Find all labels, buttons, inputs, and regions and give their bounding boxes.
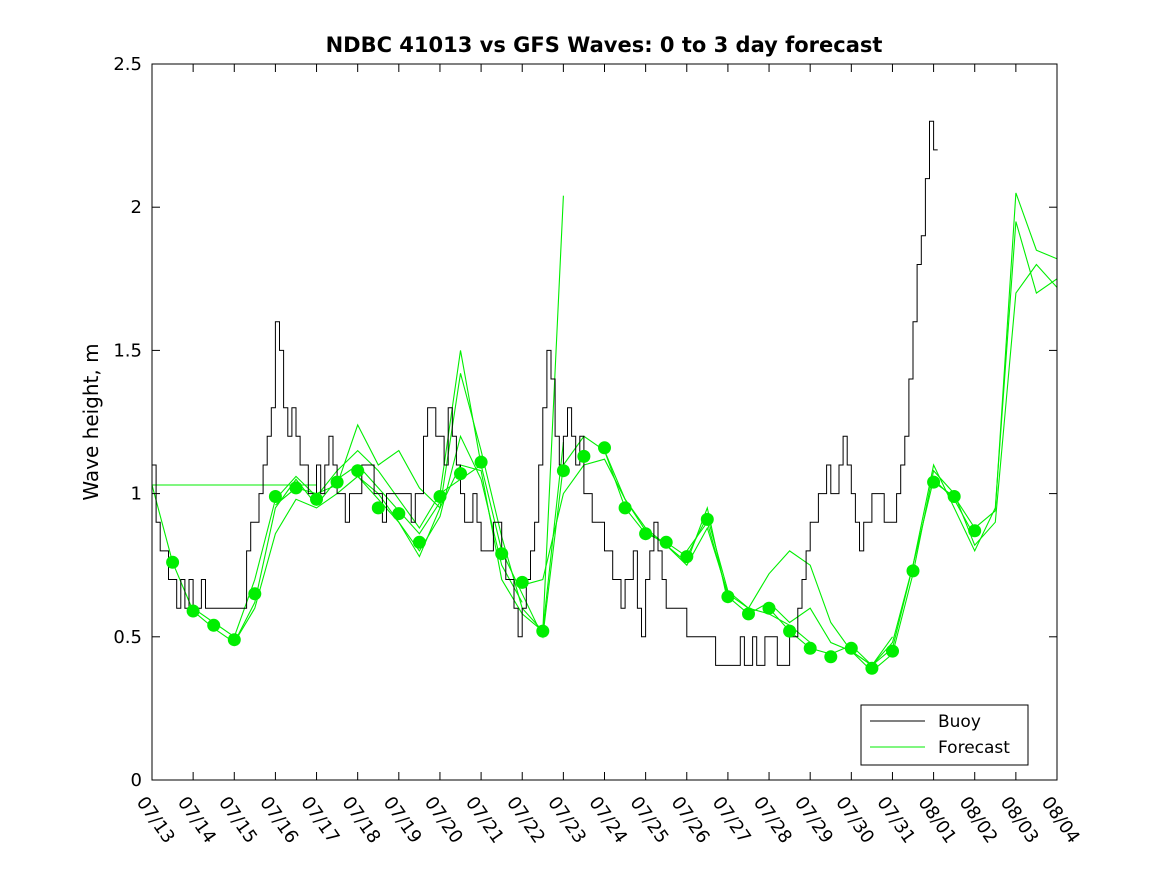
y-tick-label: 0.5 [113,627,142,648]
legend-forecast-label: Forecast [938,738,1010,758]
forecast-point [721,590,735,604]
forecast-series-line [152,464,441,644]
forecast-point [968,524,982,538]
forecast-point [515,575,529,589]
forecast-markers [166,441,982,675]
forecast-point [598,441,611,455]
chart-title: NDBC 41013 vs GFS Waves: 0 to 3 day fore… [326,33,883,57]
forecast-point [227,633,241,647]
y-tick-label: 1.5 [113,340,142,361]
forecast-point [639,527,653,541]
forecast-point [886,644,899,658]
forecast-point [330,475,344,489]
forecast-point [433,490,447,503]
forecast-point [680,550,694,564]
forecast-point [783,624,797,638]
forecast-point [844,641,858,655]
forecast-point [392,507,406,521]
forecast-point [947,490,961,503]
forecast-point [310,492,323,506]
forecast-point [268,490,282,503]
forecast-point [927,475,941,489]
legend-buoy-label: Buoy [938,712,981,732]
forecast-point [351,464,365,478]
y-axis-label: Wave height, m [79,343,103,500]
forecast-point [495,547,509,561]
forecast-point [803,641,817,655]
forecast-point [454,467,467,481]
forecast-point [248,587,262,601]
forecast-point [700,512,714,526]
forecast-point [412,535,426,549]
forecast-point [906,564,920,578]
forecast-point [556,464,570,478]
legend-box [860,704,1029,766]
y-tick-label: 0 [131,770,142,791]
forecast-point [824,650,838,664]
forecast-point [742,607,755,621]
y-tick-label: 2.5 [113,54,142,75]
forecast-series-line [686,478,976,667]
forecast-point [659,535,673,549]
forecast-series-line [275,373,564,633]
y-tick-label: 1 [131,484,142,505]
forecast-point [207,618,221,632]
forecast-point [618,501,632,515]
forecast-point [371,501,385,515]
forecast-point [762,601,776,615]
y-tick-label: 2 [131,197,142,218]
buoy-series-line [152,120,938,666]
forecast-point [474,455,488,469]
forecast-point [166,555,180,569]
forecast-point [186,604,200,618]
forecast-point [865,661,879,675]
legend: Buoy Forecast [860,704,1029,766]
forecast-point [289,481,303,495]
buoy-line [152,120,938,666]
forecast-point [577,449,591,463]
forecast-point [536,624,550,638]
